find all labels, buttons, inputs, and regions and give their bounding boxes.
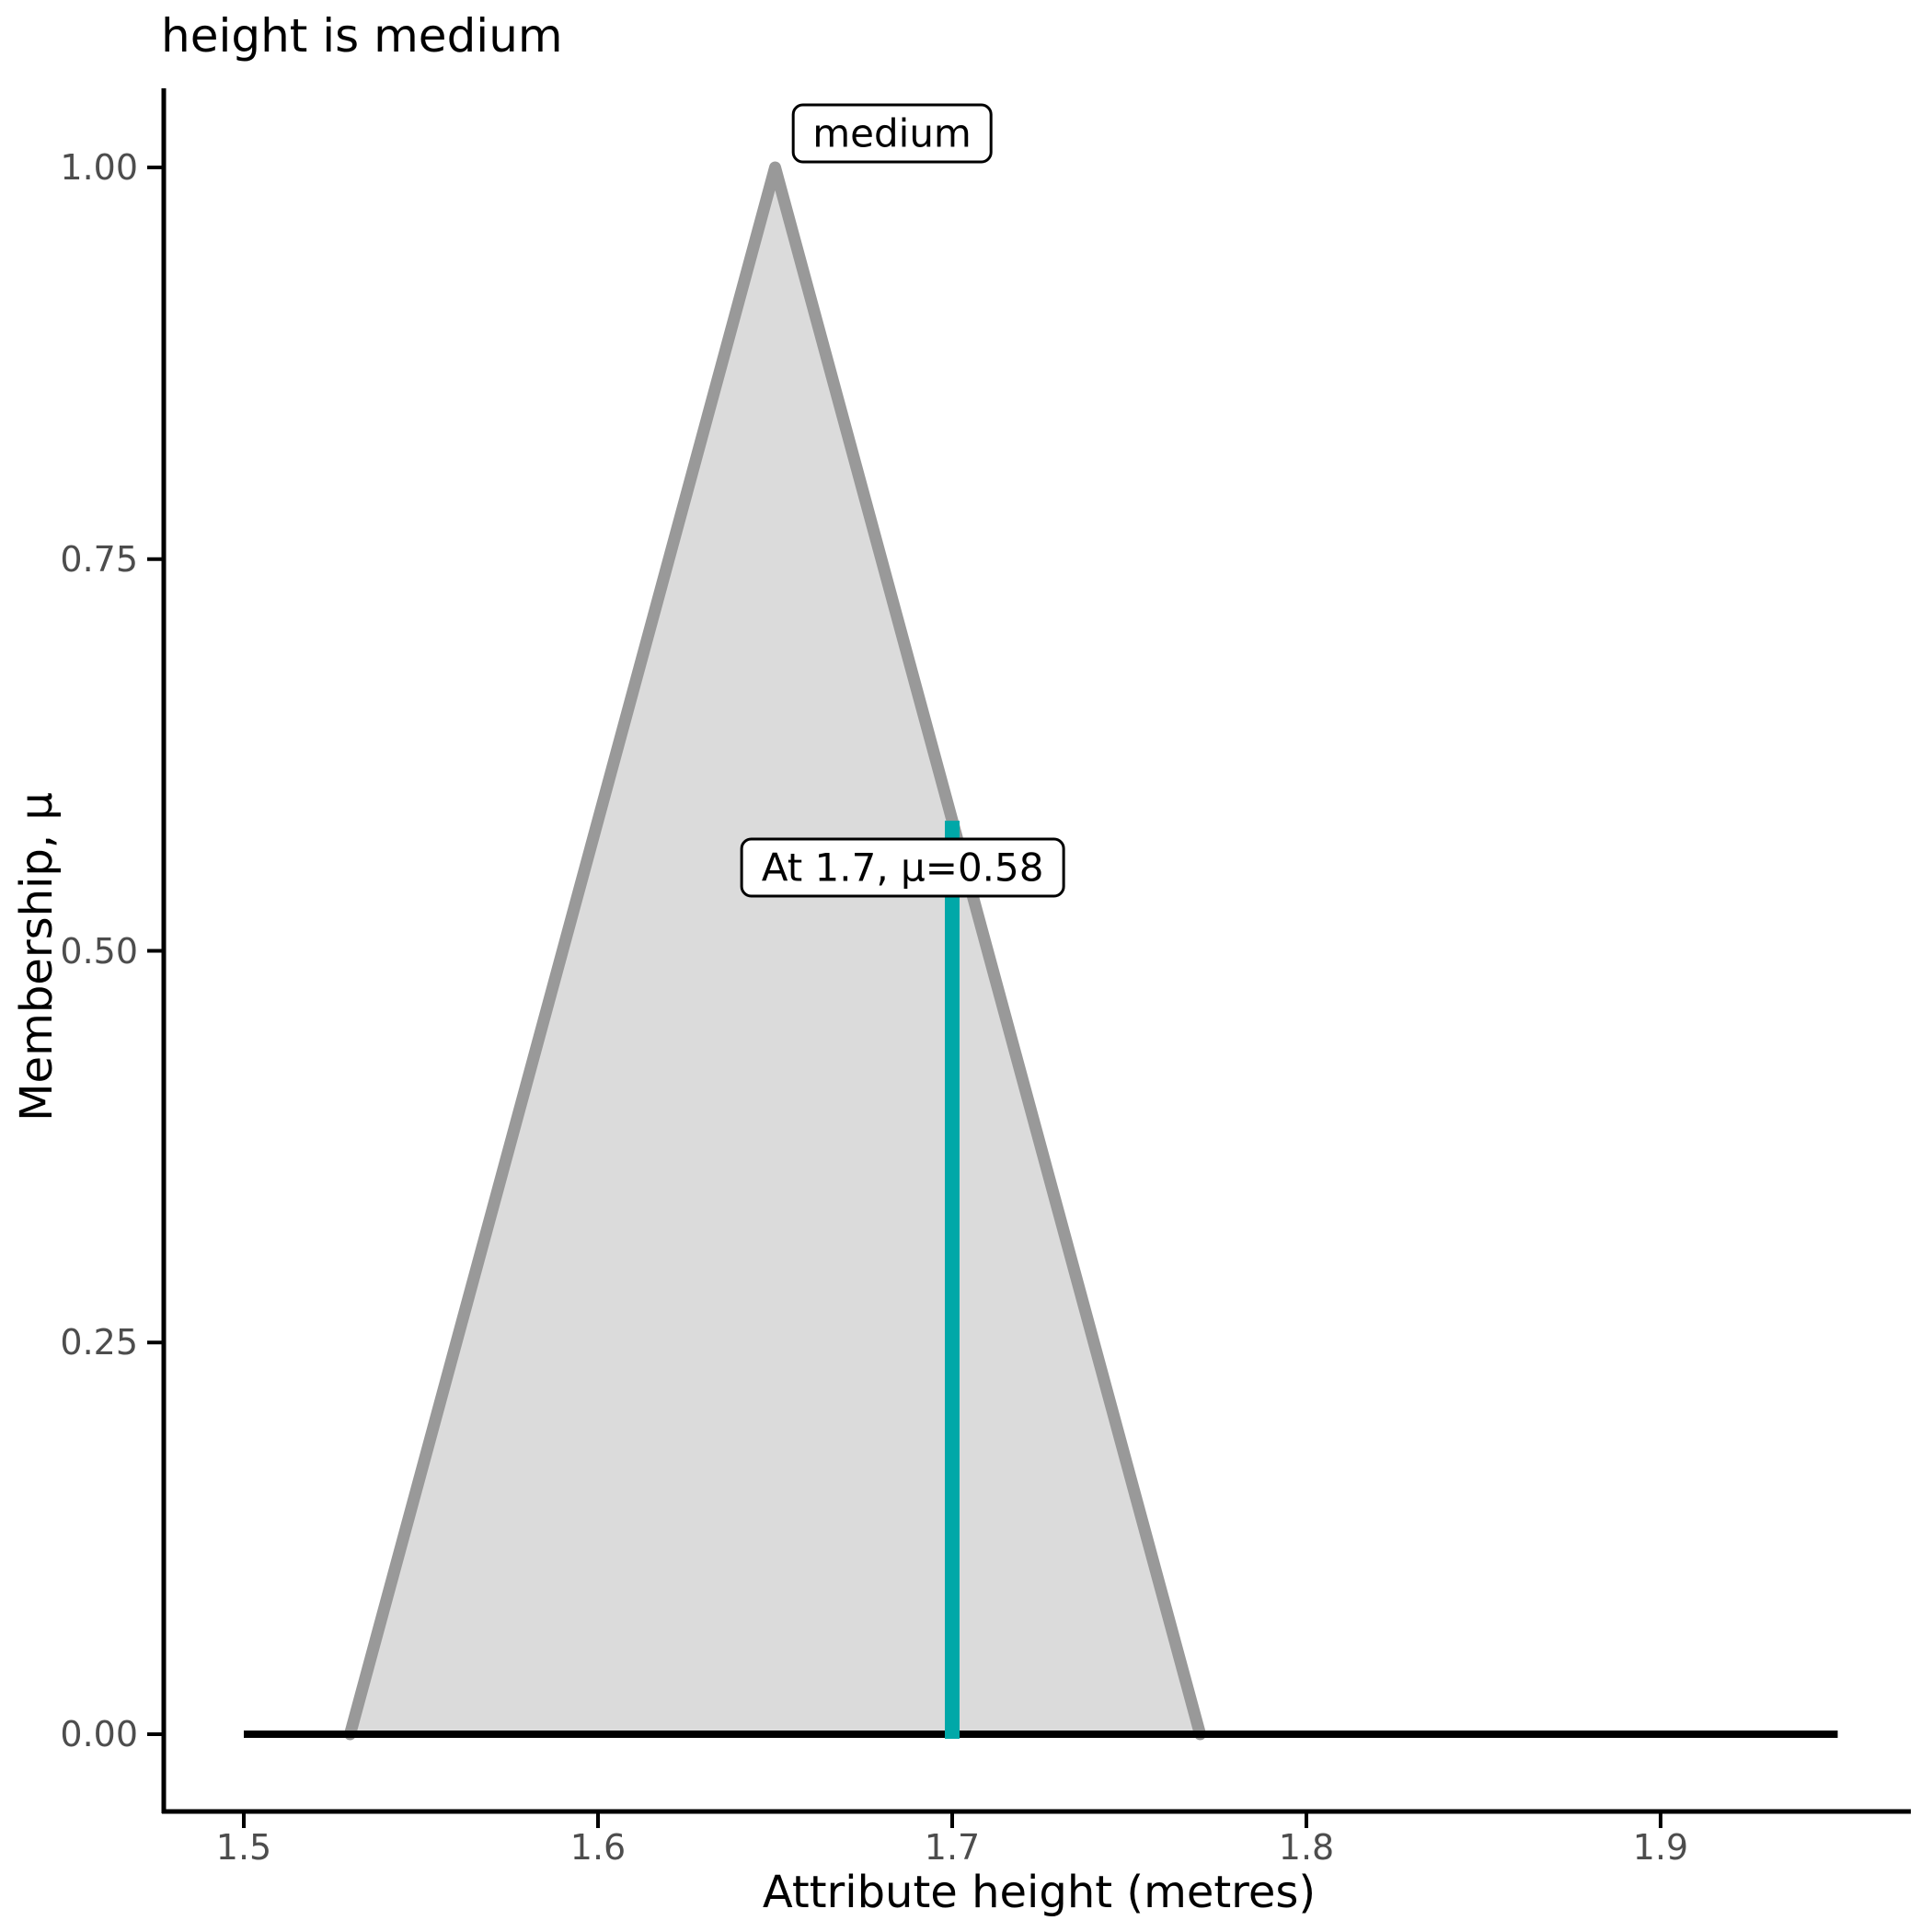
y-tick-label: 0.75 <box>60 538 138 580</box>
set-label-box: medium <box>791 103 993 164</box>
y-tick-label: 1.00 <box>60 147 138 188</box>
set-label-text: medium <box>812 110 972 156</box>
x-tick-label: 1.5 <box>215 1827 272 1868</box>
x-tick-label: 1.8 <box>1278 1827 1335 1868</box>
membership-outline <box>344 161 1206 1741</box>
value-annotation-text: At 1.7, μ=0.58 <box>761 845 1044 891</box>
y-tick-label: 0.50 <box>60 930 138 972</box>
y-axis-label: Membership, μ <box>11 792 63 1121</box>
y-tick-label: 0.25 <box>60 1322 138 1363</box>
x-tick-label: 1.6 <box>569 1827 627 1868</box>
membership-area <box>350 167 1201 1734</box>
x-axis-label: Attribute height (metres) <box>762 1867 1317 1918</box>
x-tick-label: 1.9 <box>1632 1827 1689 1868</box>
value-annotation-box: At 1.7, μ=0.58 <box>740 837 1065 898</box>
y-tick-label: 0.00 <box>60 1714 138 1754</box>
chart-title: height is medium <box>161 9 563 63</box>
x-tick-label: 1.7 <box>924 1827 981 1868</box>
